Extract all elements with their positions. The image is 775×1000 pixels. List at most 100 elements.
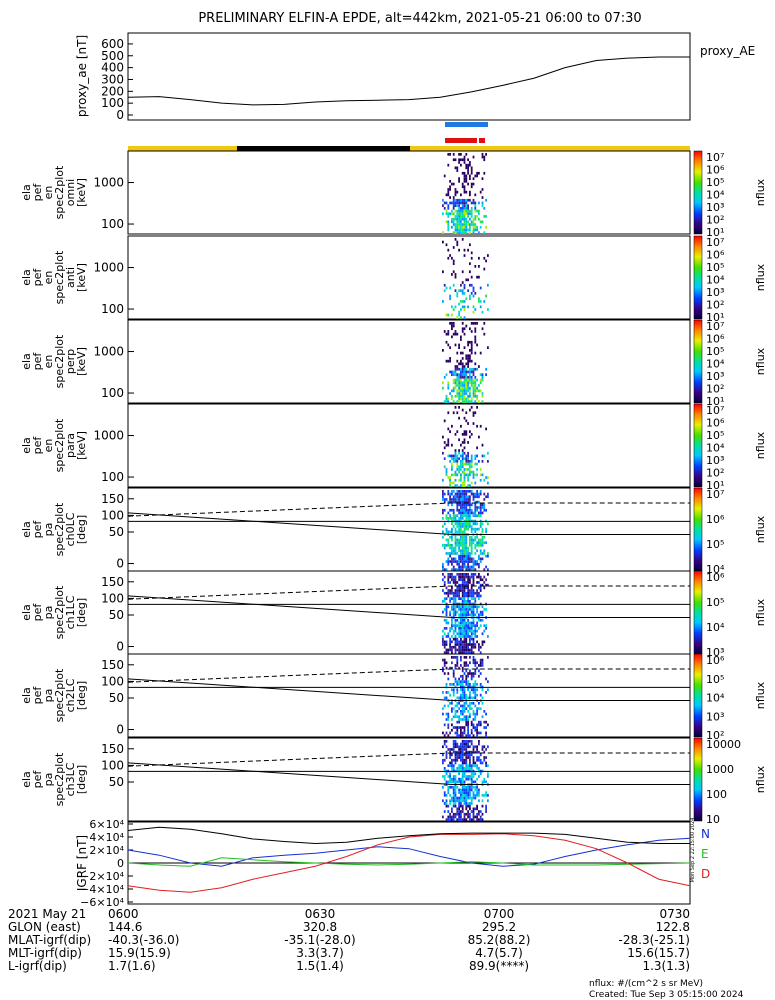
heatmap-cell (461, 635, 464, 638)
heatmap-cell (445, 794, 448, 797)
panel-ylabel-word: spec2plot (53, 250, 66, 304)
heatmap-cell (474, 225, 477, 229)
panel-ytick-label: 100 (101, 591, 124, 605)
heatmap-cell (461, 223, 464, 226)
heatmap-cell (461, 231, 464, 234)
heatmap-cell (467, 720, 469, 724)
heatmap-cell (460, 392, 462, 395)
heatmap-cell (472, 796, 475, 800)
footer-value: 1.5(1.4) (296, 959, 344, 973)
heatmap-cell (452, 514, 455, 517)
heatmap-cell (458, 217, 460, 221)
heatmap-cell (454, 305, 457, 309)
heatmap-cell (458, 635, 460, 638)
heatmap-cell (474, 535, 477, 539)
heatmap-cell (465, 701, 468, 705)
heatmap-cell (456, 198, 459, 202)
heatmap-cell (447, 313, 450, 317)
heatmap-cell (461, 568, 464, 571)
heatmap-cell (463, 696, 466, 700)
heatmap-cell (467, 460, 469, 463)
colorbar-label: nflux (754, 681, 767, 709)
heatmap-cell (465, 373, 468, 376)
heatmap-cell (470, 696, 473, 700)
heatmap-cell (454, 677, 457, 681)
heatmap-cell (470, 810, 473, 813)
heatmap-cell (449, 530, 451, 534)
heatmap-cell (443, 643, 446, 646)
heatmap-cell (460, 552, 462, 555)
heatmap-cell (458, 367, 460, 371)
heatmap-cell (442, 775, 444, 778)
heatmap-cell (447, 575, 450, 579)
heatmap-cell (469, 517, 471, 520)
heatmap-cell (487, 723, 489, 727)
heatmap-cell (442, 451, 444, 455)
panel-ylabel-word: spec2plot (53, 502, 66, 556)
heatmap-cell (481, 794, 484, 797)
heatmap-cell (445, 498, 448, 501)
heatmap-cell (479, 651, 482, 654)
heatmap-cell (463, 815, 466, 819)
heatmap-cell (467, 726, 469, 729)
heatmap-cell (474, 643, 477, 646)
heatmap-cell (476, 468, 478, 471)
heatmap-cell (469, 508, 471, 512)
heatmap-cell (476, 624, 478, 627)
heatmap-cell (465, 764, 468, 767)
colorbar-tick-label: 10⁵ (706, 176, 724, 189)
heatmap-cell (469, 775, 471, 778)
heatmap-cell (460, 767, 462, 770)
colorbar-tick-label: 10000 (706, 738, 741, 751)
heatmap-cell (458, 586, 460, 590)
heatmap-cell (472, 712, 475, 716)
heatmap-cell (469, 758, 471, 762)
heatmap-cell (461, 370, 464, 374)
panel-ytick-label: 1000 (93, 261, 124, 275)
heatmap-cell (467, 204, 469, 207)
colorbar-tick-label: 10⁶ (706, 571, 725, 584)
heatmap-cell (474, 538, 477, 542)
heatmap-cell (485, 508, 487, 512)
heatmap-cell (458, 457, 460, 460)
heatmap-cell (472, 640, 475, 644)
heatmap-cell (454, 704, 457, 708)
heatmap-cell (478, 562, 480, 566)
heatmap-cell (470, 454, 473, 458)
heatmap-cell (461, 400, 464, 403)
heatmap-cell (458, 373, 460, 376)
heatmap-cell (465, 492, 468, 496)
heatmap-cell (456, 610, 459, 614)
heatmap-cell (479, 720, 482, 724)
heatmap-cell (474, 624, 477, 627)
heatmap-cell (449, 731, 451, 735)
heatmap-cell (458, 544, 460, 547)
heatmap-cell (469, 651, 471, 654)
heatmap-cell (451, 640, 453, 644)
heatmap-cell (460, 635, 462, 638)
heatmap-cell (456, 728, 459, 732)
heatmap-cell (458, 538, 460, 542)
heatmap-cell (452, 740, 455, 743)
heatmap-cell (452, 578, 455, 582)
heatmap-cell (454, 470, 457, 474)
heatmap-cell (483, 758, 486, 762)
heatmap-cell (470, 511, 473, 515)
igrf-ytick-label: −2×10⁴ (80, 870, 124, 883)
heatmap-cell (485, 259, 487, 263)
heatmap-cell (452, 549, 455, 553)
heatmap-cell (452, 511, 455, 515)
heatmap-cell (472, 573, 475, 576)
heatmap-cell (460, 712, 462, 716)
heatmap-cell (460, 544, 462, 547)
heatmap-cell (461, 712, 464, 716)
heatmap-cell (481, 544, 484, 547)
heatmap-cell (469, 327, 471, 331)
heatmap-cell (472, 389, 475, 393)
heatmap-cell (474, 796, 477, 800)
heatmap-cell (470, 256, 473, 260)
heatmap-cell (454, 370, 457, 374)
panel-ylabel-word: en (42, 186, 55, 200)
heatmap-cell (467, 704, 469, 708)
heatmap-cell (461, 397, 464, 401)
